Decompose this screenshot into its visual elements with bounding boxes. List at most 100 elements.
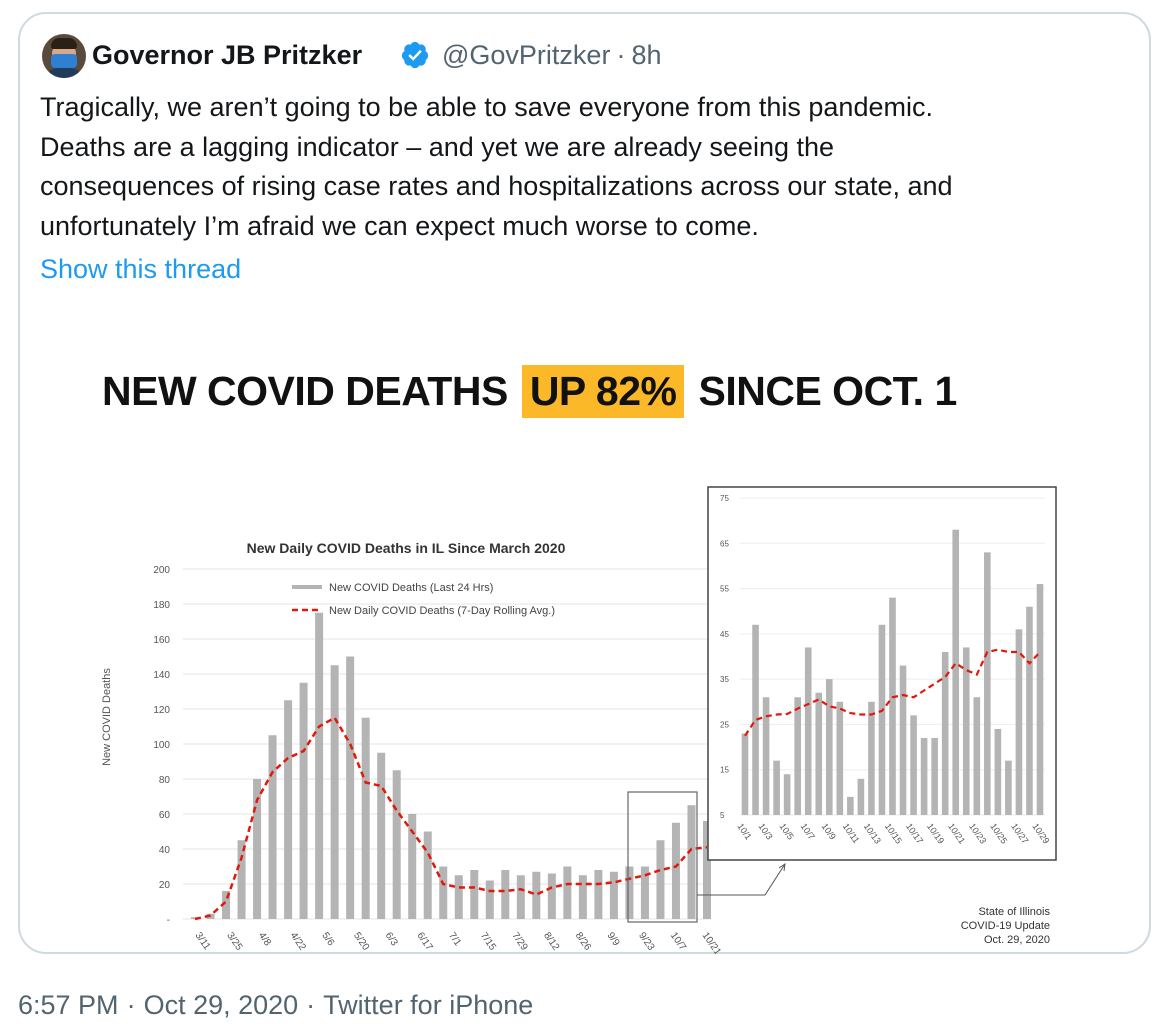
main-y-tick-label: 40 — [159, 845, 171, 856]
main-bar — [377, 752, 386, 919]
inset-bar — [836, 701, 844, 815]
inset-bar — [847, 796, 854, 815]
main-chart-title: New Daily COVID Deaths in IL Since March… — [247, 540, 566, 556]
inset-bar — [941, 651, 949, 815]
zoom-region-box — [627, 791, 698, 923]
inset-bar — [994, 728, 1002, 815]
inset-bar — [783, 774, 791, 815]
inset-bar — [889, 597, 896, 815]
inset-y-tick-label: 65 — [720, 539, 729, 548]
tweet-text-line: Tragically, we aren’t going to be able t… — [40, 92, 933, 122]
main-avg-line — [194, 716, 708, 921]
tweet-time-ago[interactable]: 8h — [631, 40, 662, 70]
main-bar — [284, 700, 293, 919]
main-bar — [392, 770, 401, 919]
legend-line-label: New Daily COVID Deaths (7-Day Rolling Av… — [329, 605, 555, 617]
timestamp-time[interactable]: 6:57 PM — [18, 990, 119, 1020]
verified-badge-icon — [401, 41, 429, 69]
main-bar — [299, 682, 308, 919]
main-bar — [625, 866, 634, 919]
main-bar — [609, 871, 618, 919]
main-x-tick-label: 5/20 — [351, 930, 371, 953]
main-bar — [470, 870, 479, 919]
main-x-tick-label: 8/26 — [573, 930, 593, 953]
main-y-tick-label: - — [167, 915, 170, 926]
tweet-text-line: unfortunately I’m afraid we can expect m… — [40, 210, 759, 241]
inset-y-tick-label: 55 — [720, 585, 729, 594]
main-bar — [578, 875, 587, 919]
main-y-tick-label: 60 — [159, 810, 171, 821]
main-x-tick-label: 5/6 — [319, 930, 336, 948]
main-x-tick-label: 10/21 — [700, 930, 724, 954]
author-handle-line: @GovPritzker · 8h — [442, 40, 662, 70]
main-bar — [315, 612, 324, 919]
main-bar — [671, 822, 680, 919]
main-bar — [594, 870, 603, 919]
credit-line: COVID-19 Update — [961, 920, 1050, 932]
tweet-card[interactable]: Governor JB Pritzker @GovPritzker · 8h Tra… — [18, 12, 1151, 954]
main-x-tick-label: 8/12 — [541, 930, 561, 953]
tweet-text: Tragically, we aren’t going to be able t… — [40, 88, 1130, 246]
inset-bar — [878, 624, 886, 815]
main-x-tick-label: 7/29 — [509, 930, 529, 953]
inset-bar — [804, 647, 812, 815]
main-x-tick-label: 9/9 — [604, 930, 621, 948]
main-x-tick-label: 7/15 — [478, 930, 498, 953]
main-bar — [454, 875, 463, 919]
main-bar — [703, 821, 711, 919]
main-bar — [268, 735, 277, 919]
tweet-timestamp: 6:57 PM · Oct 29, 2020 · Twitter for iPhone — [18, 990, 534, 1020]
timestamp-source[interactable]: Twitter for iPhone — [323, 990, 534, 1020]
show-thread-link[interactable]: Show this thread — [40, 254, 242, 284]
inset-bar — [920, 738, 928, 815]
main-x-tick-label: 4/22 — [288, 930, 308, 953]
main-x-tick-label: 6/17 — [414, 930, 434, 953]
covid-deaths-graphic[interactable]: New Daily COVID Deaths in IL Since March… — [20, 454, 1149, 954]
inset-bar — [984, 552, 991, 815]
inset-y-tick-label: 45 — [720, 630, 729, 639]
inset-y-tick-label: 25 — [720, 720, 729, 729]
author-name[interactable]: Governor JB Pritzker — [92, 40, 363, 70]
inset-bar — [762, 697, 770, 815]
main-bar — [423, 831, 432, 919]
credit-line: State of Illinois — [978, 906, 1050, 918]
main-x-tick-label: 10/7 — [668, 930, 688, 953]
main-bar — [640, 866, 649, 919]
inset-bar — [825, 679, 833, 815]
tweet-text-line: Deaths are a lagging indicator – and yet… — [40, 131, 835, 162]
main-y-tick-label: 80 — [159, 775, 171, 786]
main-x-tick-label: 6/3 — [383, 930, 400, 948]
legend-bar-label: New COVID Deaths (Last 24 Hrs) — [329, 582, 493, 594]
main-y-tick-label: 180 — [153, 600, 170, 611]
inset-bar — [868, 701, 875, 815]
timestamp-date[interactable]: Oct 29, 2020 — [143, 990, 299, 1020]
main-x-tick-label: 4/8 — [256, 930, 273, 948]
inset-y-tick-label: 5 — [720, 811, 725, 820]
main-bar — [516, 875, 525, 919]
main-bar — [532, 871, 541, 919]
main-bar — [408, 814, 417, 919]
inset-bar — [752, 624, 759, 815]
main-chart-ylabel: New COVID Deaths — [101, 668, 113, 766]
author-avatar[interactable] — [42, 34, 86, 78]
main-bar — [222, 891, 231, 919]
headline-highlight: UP 82% — [521, 364, 685, 418]
inset-bar — [815, 692, 823, 815]
inset-bar — [910, 715, 917, 815]
inset-bar — [794, 697, 801, 815]
main-x-tick-label: 3/25 — [224, 930, 244, 953]
headline-text: NEW COVID DEATHS — [102, 367, 508, 414]
tweet-text-line: consequences of rising case rates and ho… — [40, 171, 953, 201]
author-handle[interactable]: @GovPritzker — [442, 40, 611, 70]
inset-y-tick-label: 75 — [720, 494, 729, 503]
main-bar — [330, 665, 339, 919]
main-bar — [547, 873, 556, 919]
main-bar — [237, 840, 246, 919]
inset-y-tick-label: 15 — [720, 766, 729, 775]
inset-bar — [857, 778, 865, 815]
main-bar — [485, 880, 494, 919]
main-y-tick-label: 140 — [153, 670, 170, 681]
main-bar — [501, 870, 510, 919]
main-y-tick-label: 120 — [153, 705, 170, 716]
inset-bar — [1005, 760, 1012, 815]
